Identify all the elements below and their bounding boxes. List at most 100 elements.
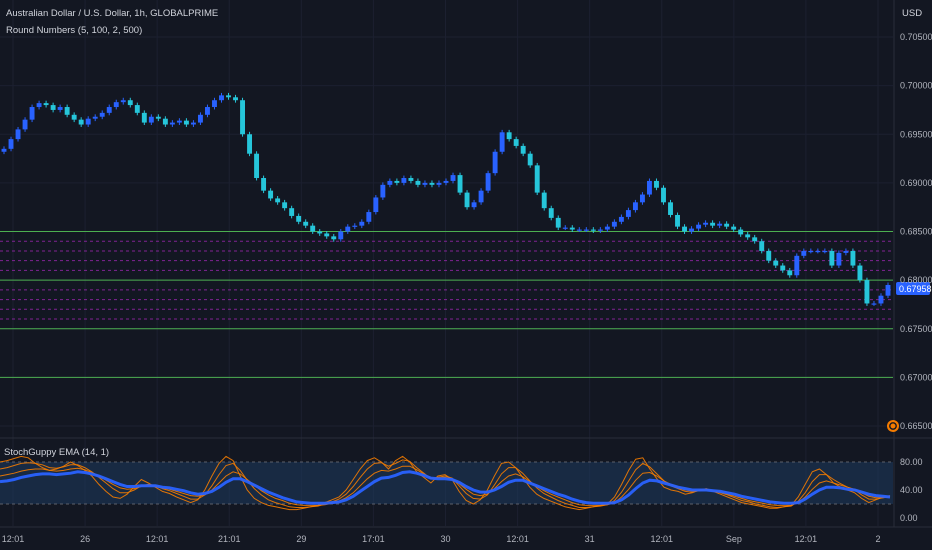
candle-body bbox=[689, 228, 695, 232]
candle-body bbox=[15, 129, 21, 140]
candle-body bbox=[240, 100, 245, 135]
candle-body bbox=[134, 105, 140, 113]
candle-body bbox=[92, 116, 98, 119]
scroll-to-latest-icon[interactable] bbox=[887, 420, 899, 432]
price-tick-label: 0.68500 bbox=[900, 227, 932, 237]
candle-body bbox=[233, 97, 238, 101]
candle-body bbox=[450, 175, 456, 181]
candle-body bbox=[317, 231, 323, 234]
round-numbers-indicator-label[interactable]: Round Numbers (5, 100, 2, 500) bbox=[6, 25, 142, 36]
symbol-title[interactable]: Australian Dollar / U.S. Dollar, 1h, GLO… bbox=[6, 8, 218, 19]
candle-body bbox=[843, 250, 849, 253]
candle-body bbox=[878, 295, 884, 304]
candle-body bbox=[506, 132, 512, 140]
candle-body bbox=[113, 102, 119, 108]
candle-body bbox=[787, 270, 793, 276]
price-tick-label: 0.69500 bbox=[900, 129, 932, 139]
candle-body bbox=[780, 265, 786, 271]
candle-body bbox=[478, 190, 484, 203]
candle-body bbox=[520, 145, 526, 154]
candle-body bbox=[625, 210, 631, 217]
candle-body bbox=[85, 118, 91, 125]
candle-body bbox=[864, 280, 870, 304]
candle-body bbox=[148, 116, 154, 123]
candle-body bbox=[492, 151, 498, 174]
price-tick-label: 0.67500 bbox=[900, 324, 932, 334]
candle-body bbox=[162, 118, 168, 125]
price-tick-label: 0.67000 bbox=[900, 372, 932, 382]
candle-body bbox=[836, 252, 842, 266]
candle-body bbox=[205, 107, 210, 115]
time-tick-label: 12:01 bbox=[2, 534, 25, 544]
candle-body bbox=[422, 182, 428, 185]
candle-body bbox=[668, 202, 673, 215]
candle-body bbox=[654, 180, 659, 188]
price-tick-label: 0.66500 bbox=[900, 421, 932, 431]
candle-body bbox=[548, 208, 554, 218]
candle-body bbox=[703, 222, 709, 225]
price-tick-label: 0.70000 bbox=[900, 81, 932, 91]
candle-body bbox=[464, 192, 470, 208]
candle-body bbox=[64, 107, 70, 115]
candle-body bbox=[717, 223, 723, 226]
time-tick-label: 21:01 bbox=[218, 534, 241, 544]
candle-body bbox=[219, 95, 224, 101]
candle-body bbox=[8, 139, 14, 149]
candle-body bbox=[513, 139, 519, 146]
candle-body bbox=[120, 100, 126, 103]
candle-body bbox=[310, 225, 316, 232]
candle-body bbox=[618, 216, 624, 222]
candle-body bbox=[822, 250, 828, 253]
candle-body bbox=[1, 148, 7, 152]
candle-body bbox=[127, 100, 133, 106]
oscillator-tick-label: 40.00 bbox=[900, 485, 923, 495]
candle-body bbox=[303, 221, 309, 226]
candle-body bbox=[696, 224, 702, 229]
time-tick-label: 12:01 bbox=[650, 534, 673, 544]
candle-body bbox=[190, 122, 196, 125]
candle-body bbox=[43, 103, 49, 106]
candle-body bbox=[345, 226, 351, 232]
time-tick-label: 12:01 bbox=[506, 534, 529, 544]
candle-body bbox=[850, 250, 856, 266]
candle-body bbox=[485, 173, 491, 191]
candle-body bbox=[226, 95, 231, 98]
grid bbox=[0, 0, 893, 526]
axes bbox=[0, 0, 932, 528]
candle-body bbox=[829, 250, 835, 266]
candle-body bbox=[499, 132, 505, 152]
candle-body bbox=[373, 197, 379, 213]
candle-body bbox=[632, 202, 638, 211]
candle-body bbox=[675, 214, 680, 227]
candle-body bbox=[766, 250, 772, 261]
candle-body bbox=[29, 107, 35, 120]
candle-body bbox=[604, 226, 610, 230]
candle-body bbox=[22, 119, 28, 130]
candle-body bbox=[155, 116, 161, 119]
price-tick-label: 0.69000 bbox=[900, 178, 932, 188]
candle-body bbox=[359, 221, 365, 226]
candle-body bbox=[429, 182, 435, 185]
candle-body bbox=[611, 221, 617, 227]
candle-body bbox=[885, 284, 891, 296]
candle-body bbox=[352, 225, 358, 227]
candle-body bbox=[752, 237, 758, 242]
oscillator-lines bbox=[0, 455, 891, 511]
candle-body bbox=[57, 107, 63, 110]
candle-body bbox=[583, 229, 589, 231]
candle-body bbox=[176, 120, 182, 123]
oscillator-label[interactable]: StochGuppy EMA (14, 1) bbox=[4, 447, 109, 458]
candle-body bbox=[282, 202, 288, 209]
candle-body bbox=[801, 250, 807, 256]
candle-body bbox=[857, 265, 863, 281]
candle-body bbox=[815, 250, 821, 253]
round-number-levels bbox=[0, 231, 893, 378]
time-tick-label: 31 bbox=[585, 534, 595, 544]
candle-body bbox=[141, 112, 147, 123]
oscillator-tick-label: 0.00 bbox=[900, 513, 918, 523]
oscillator-tick-label: 80.00 bbox=[900, 457, 923, 467]
candle-body bbox=[794, 255, 800, 276]
time-tick-label: 30 bbox=[440, 534, 450, 544]
